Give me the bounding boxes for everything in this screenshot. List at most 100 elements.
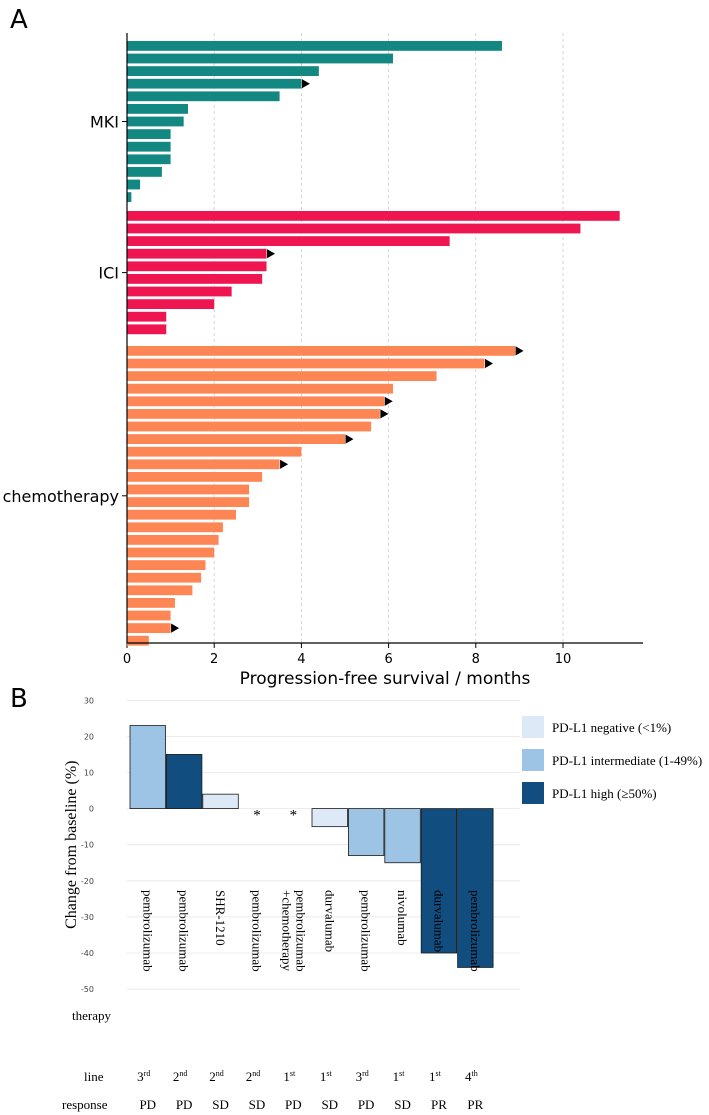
pfs-bar-mki xyxy=(127,129,171,139)
response-label: SD xyxy=(249,1097,266,1112)
x-axis-label: Progression-free survival / months xyxy=(240,669,531,689)
y-tick-label: -20 xyxy=(81,877,94,886)
pfs-bar-mki xyxy=(127,53,393,64)
line-suffix: th xyxy=(471,1069,477,1078)
x-tick-label: 2 xyxy=(210,652,218,667)
line-label: 2nd xyxy=(246,1069,261,1084)
pfs-bar-chemotherapy xyxy=(127,547,215,558)
line-label: 1st xyxy=(429,1069,442,1084)
pfs-bar-ici xyxy=(127,274,263,284)
pfs-bar-mki xyxy=(127,154,171,165)
panel-a-label: A xyxy=(10,5,28,35)
therapy-label-group: pembrolizumab+chemotherapy xyxy=(279,890,308,972)
line-label: 1st xyxy=(393,1069,406,1084)
legend-swatch-intermediate xyxy=(522,749,544,771)
response-label: SD xyxy=(394,1097,411,1112)
line-number: 1 xyxy=(393,1069,400,1084)
not-evaluable-marker: * xyxy=(290,808,298,824)
pfs-bar-chemotherapy xyxy=(127,522,223,533)
line-label: 1st xyxy=(283,1069,296,1084)
pfs-bar-mki xyxy=(127,141,171,152)
line-label: 3rd xyxy=(356,1069,369,1084)
pfs-bar-chemotherapy xyxy=(127,434,345,444)
line-suffix: st xyxy=(290,1069,296,1078)
pfs-bar-ici xyxy=(127,286,232,297)
ongoing-arrow-marker xyxy=(280,459,289,469)
y-tick-label: 20 xyxy=(84,732,94,741)
pfs-bar-chemotherapy xyxy=(127,346,516,356)
line-number: 1 xyxy=(429,1069,436,1084)
group-label-chemotherapy: chemotherapy xyxy=(3,487,119,506)
therapy-label-group: durvalumab xyxy=(431,890,446,952)
waterfall-bar xyxy=(311,808,348,828)
pfs-bar-chemotherapy xyxy=(127,635,149,646)
legend-label-negative: PD-L1 negative (<1%) xyxy=(552,720,671,735)
line-label: 2nd xyxy=(173,1069,188,1084)
response-label: SD xyxy=(212,1097,229,1112)
pfs-bar-mki xyxy=(127,78,302,89)
pfs-bar-ici xyxy=(127,236,450,246)
line-label: 2nd xyxy=(209,1069,224,1084)
pfs-bar-chemotherapy xyxy=(127,572,202,583)
response-row-label: response xyxy=(62,1097,108,1112)
line-suffix: st xyxy=(399,1069,405,1078)
ongoing-arrow-marker xyxy=(384,396,393,406)
therapy-label-group: nivolumab xyxy=(395,890,410,946)
pfs-bar-chemotherapy xyxy=(127,585,193,596)
therapy-label-group: pembrolizumab xyxy=(359,890,374,972)
legend-label-high: PD-L1 high (≥50%) xyxy=(552,786,657,801)
y-tick-label: -40 xyxy=(81,949,94,958)
waterfall-bar xyxy=(165,754,203,810)
line-suffix: nd xyxy=(179,1069,187,1078)
y-tick-label: 0 xyxy=(89,805,94,814)
pfs-bar-mki xyxy=(127,104,189,114)
ongoing-arrow-marker xyxy=(171,623,180,633)
waterfall-bar xyxy=(420,808,458,954)
pfs-bar-mki xyxy=(127,167,162,177)
therapy-label: nivolumab xyxy=(395,890,410,946)
pfs-bar-mki xyxy=(127,91,280,102)
line-number: 2 xyxy=(209,1069,216,1084)
therapy-label: pembrolizumab xyxy=(468,890,483,972)
x-tick-label: 6 xyxy=(384,652,392,667)
response-label: PR xyxy=(431,1097,447,1112)
pfs-bar-chemotherapy xyxy=(127,459,280,470)
pfs-bar-mki xyxy=(127,41,502,51)
therapy-label-group: pembrolizumab xyxy=(468,890,483,972)
therapy-label: pembrolizumab xyxy=(177,890,192,972)
pfs-bar-chemotherapy xyxy=(127,409,380,419)
not-evaluable-marker: * xyxy=(253,808,261,824)
x-tick-label: 4 xyxy=(297,652,305,667)
pfs-bar-chemotherapy xyxy=(127,598,175,608)
ongoing-arrow-marker xyxy=(515,346,524,356)
ongoing-arrow-marker xyxy=(380,409,389,419)
group-label-ici: ICI xyxy=(98,264,119,283)
pfs-bar-chemotherapy xyxy=(127,484,250,495)
pfs-bar-chemotherapy xyxy=(127,623,171,633)
therapy-label-group: durvalumab xyxy=(322,890,337,952)
line-number: 3 xyxy=(356,1069,363,1084)
line-number: 4 xyxy=(465,1069,472,1084)
therapy-label: +chemotherapy xyxy=(279,890,294,971)
legend-swatch-high xyxy=(522,782,544,804)
pfs-bar-ici xyxy=(127,248,267,259)
response-label: PD xyxy=(139,1097,156,1112)
legend: PD-L1 negative (<1%) PD-L1 intermediate (… xyxy=(522,716,702,804)
pfs-bar-chemotherapy xyxy=(127,509,236,520)
line-suffix: nd xyxy=(252,1069,260,1078)
pfs-bar-chemotherapy xyxy=(127,421,372,432)
response-label: SD xyxy=(321,1097,338,1112)
therapy-row-label: therapy xyxy=(72,1008,111,1023)
pfs-bar-mki xyxy=(127,192,132,202)
pfs-bar-chemotherapy xyxy=(127,396,385,407)
therapy-label: pembrolizumab xyxy=(293,890,308,972)
pfs-bar-mki xyxy=(127,66,319,76)
line-number: 3 xyxy=(137,1069,144,1084)
pfs-bar-chemotherapy xyxy=(127,446,302,457)
x-tick-label: 8 xyxy=(472,652,480,667)
waterfall-bar xyxy=(129,725,166,810)
pfs-bar-chemotherapy xyxy=(127,535,219,545)
ongoing-arrow-marker xyxy=(345,434,354,444)
pfs-bar-chemotherapy xyxy=(127,383,393,394)
